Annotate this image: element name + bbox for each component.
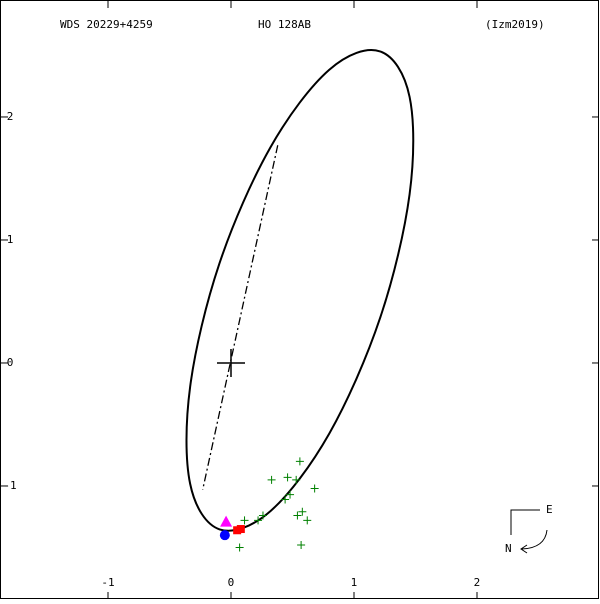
observation — [303, 516, 312, 525]
x-tick-label: 0 — [228, 576, 235, 589]
observation — [286, 490, 295, 499]
observation — [258, 511, 267, 520]
observation — [293, 511, 302, 520]
observation — [295, 457, 304, 466]
observation — [236, 525, 245, 534]
compass-north: N — [505, 542, 512, 555]
observation — [235, 543, 244, 552]
y-tick-label: 1 — [7, 233, 14, 246]
y-tick-label: 0 — [7, 356, 14, 369]
x-tick-label: 2 — [474, 576, 481, 589]
observation — [281, 495, 290, 504]
observation — [298, 507, 307, 516]
compass-arrow — [520, 529, 548, 554]
observation — [310, 484, 319, 493]
orbit — [185, 49, 415, 532]
primary-star — [216, 348, 245, 377]
y-tick-label: 2 — [7, 110, 14, 123]
observation — [254, 516, 263, 525]
observation — [297, 541, 306, 550]
observation — [292, 475, 301, 484]
compass: E N — [505, 503, 553, 555]
observation — [219, 530, 230, 541]
observation — [220, 515, 233, 527]
compass-east: E — [546, 503, 553, 516]
reference: (Izm2019) — [485, 18, 545, 31]
x-tick-label: 1 — [351, 576, 358, 589]
compass-lines — [510, 509, 540, 535]
observation — [283, 473, 292, 482]
observation — [240, 516, 249, 525]
y-tick-label: -1 — [3, 479, 16, 492]
observation — [267, 475, 276, 484]
line-of-nodes — [202, 145, 279, 490]
chart-title: WDS 20229+4259 — [60, 18, 153, 31]
pair-name: HO 128AB — [258, 18, 311, 31]
x-tick-label: -1 — [101, 576, 114, 589]
